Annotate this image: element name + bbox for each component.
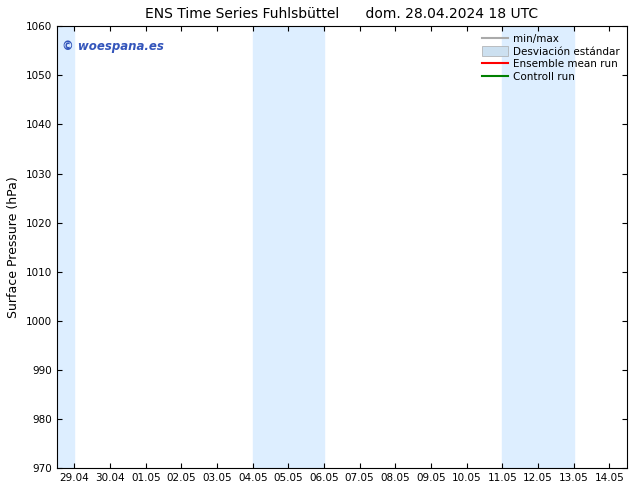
- Text: © woespana.es: © woespana.es: [62, 40, 164, 52]
- Y-axis label: Surface Pressure (hPa): Surface Pressure (hPa): [7, 176, 20, 318]
- Bar: [502, 26, 574, 468]
- Bar: [253, 26, 324, 468]
- Bar: [56, 26, 74, 468]
- Title: ENS Time Series Fuhlsbüttel      dom. 28.04.2024 18 UTC: ENS Time Series Fuhlsbüttel dom. 28.04.2…: [145, 7, 538, 21]
- Legend: min/max, Desviación estándar, Ensemble mean run, Controll run: min/max, Desviación estándar, Ensemble m…: [480, 31, 622, 84]
